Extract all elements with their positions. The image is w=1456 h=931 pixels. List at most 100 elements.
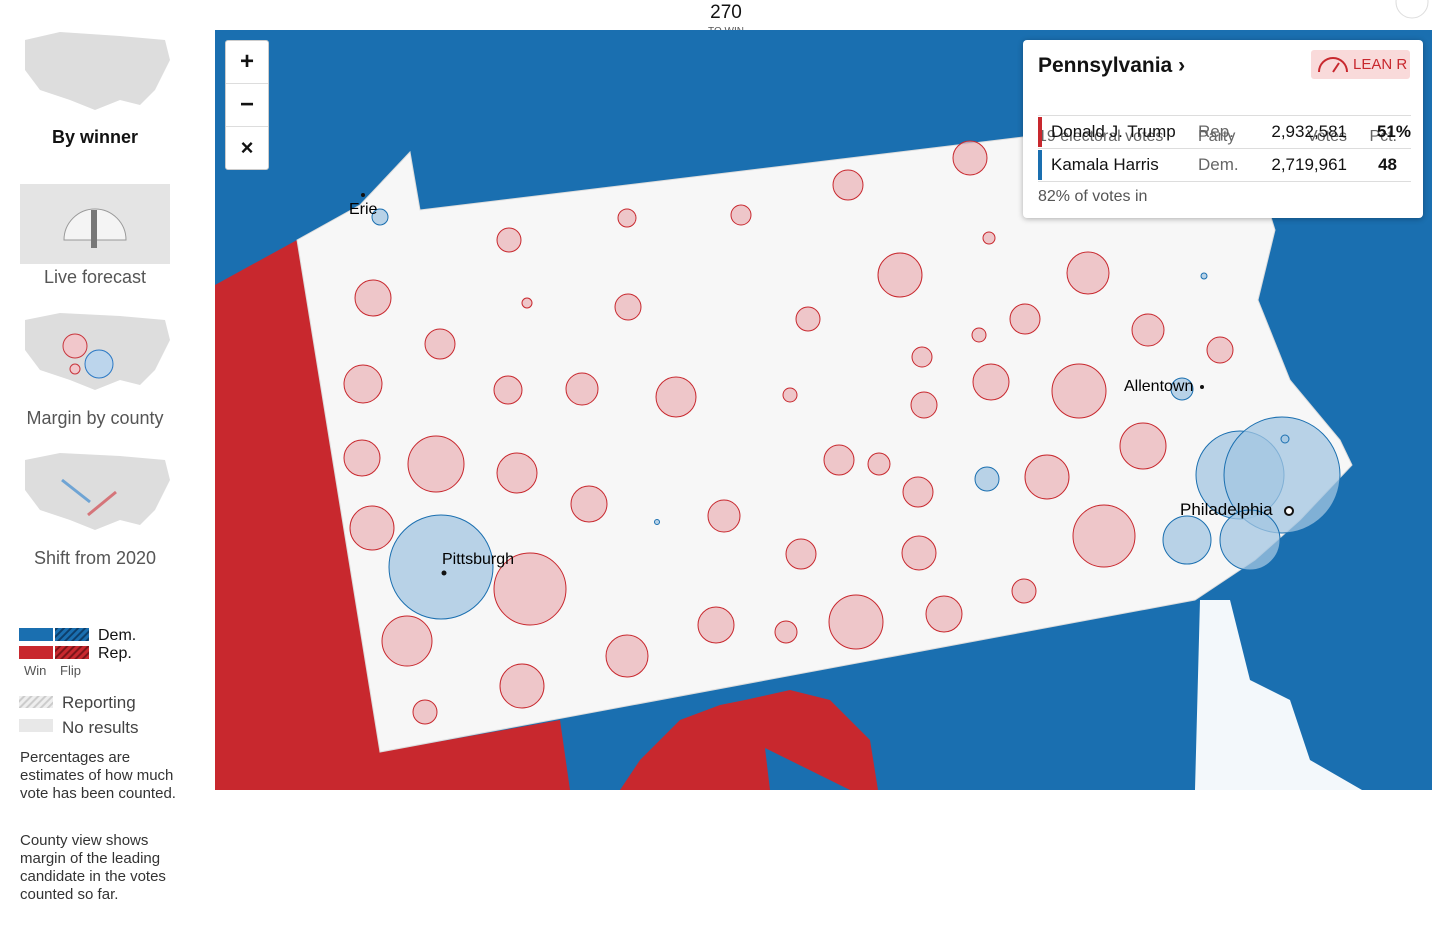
icon-circle bbox=[84, 349, 114, 379]
county-circle-rep[interactable] bbox=[730, 204, 752, 226]
county-circle-rep[interactable] bbox=[911, 346, 933, 368]
percent: 51% bbox=[1376, 122, 1411, 141]
county-circle-rep[interactable] bbox=[1206, 336, 1234, 364]
county-circle-rep[interactable] bbox=[349, 505, 395, 551]
city-dot bbox=[1284, 506, 1294, 516]
county-circle-rep[interactable] bbox=[1072, 504, 1136, 568]
county-circle-rep[interactable] bbox=[774, 620, 798, 644]
county-circle-rep[interactable] bbox=[605, 634, 649, 678]
county-circle-rep[interactable] bbox=[499, 663, 545, 709]
water bbox=[1195, 600, 1362, 790]
county-circle-rep[interactable] bbox=[1011, 578, 1037, 604]
column-header: Party bbox=[1198, 128, 1236, 145]
county-circle-rep[interactable] bbox=[343, 364, 383, 404]
county-circle-rep[interactable] bbox=[1131, 313, 1165, 347]
county-circle-rep[interactable] bbox=[424, 328, 456, 360]
county-circle-rep[interactable] bbox=[570, 485, 608, 523]
county-circle-rep[interactable] bbox=[521, 297, 533, 309]
county-circle-rep[interactable] bbox=[1119, 422, 1167, 470]
region-rep bbox=[215, 240, 570, 790]
county-circle-rep[interactable] bbox=[910, 391, 938, 419]
county-circle-rep[interactable] bbox=[877, 252, 923, 298]
view-option[interactable]: Margin by county bbox=[26, 408, 164, 428]
county-circle-rep[interactable] bbox=[354, 279, 392, 317]
rating-text: LEAN R bbox=[1353, 56, 1408, 73]
popup-title[interactable]: Pennsylvania › bbox=[1038, 54, 1186, 77]
county-circle-dem[interactable] bbox=[974, 466, 1000, 492]
county-circle-rep[interactable] bbox=[407, 435, 465, 493]
region-rep bbox=[620, 690, 878, 790]
county-circle-rep[interactable] bbox=[782, 387, 798, 403]
zoom-out[interactable]: − bbox=[226, 84, 268, 127]
county-circle-rep[interactable] bbox=[1051, 363, 1107, 419]
county-circle-dem[interactable] bbox=[1223, 416, 1341, 534]
county-circle-rep[interactable] bbox=[902, 476, 934, 508]
county-circle-rep[interactable] bbox=[795, 306, 821, 332]
icon-map bbox=[25, 32, 170, 110]
legend-label: Rep. bbox=[98, 645, 132, 662]
icon-arrow bbox=[61, 478, 91, 504]
zoom-in[interactable]: + bbox=[226, 41, 268, 84]
legend-swatch bbox=[19, 719, 53, 732]
county-circle-rep[interactable] bbox=[867, 452, 891, 476]
swatch bbox=[19, 646, 53, 659]
view-option[interactable]: By winner bbox=[51, 127, 139, 147]
county-circle-rep[interactable] bbox=[901, 535, 937, 571]
county-circle-rep[interactable] bbox=[972, 363, 1010, 401]
county-circle-rep[interactable] bbox=[381, 615, 433, 667]
county-circle-dem[interactable] bbox=[388, 514, 494, 620]
county-circle-dem[interactable] bbox=[1219, 509, 1281, 571]
county-circle-rep[interactable] bbox=[982, 231, 996, 245]
view-option[interactable]: Shift from 2020 bbox=[33, 548, 157, 568]
column-header: 19 electoral votes bbox=[1038, 128, 1164, 145]
sidebar-icons bbox=[20, 32, 170, 530]
state-popup: Pennsylvania › LEAN R 19 electoral votes… bbox=[1023, 40, 1423, 218]
icon-needle bbox=[91, 210, 97, 248]
county-circle-rep[interactable] bbox=[832, 169, 864, 201]
county-circle-rep[interactable] bbox=[655, 376, 697, 418]
candidate-name: Donald J. Trump bbox=[1051, 122, 1176, 141]
view-option[interactable]: Live forecast bbox=[43, 267, 147, 287]
county-circle-rep[interactable] bbox=[343, 439, 381, 477]
county-circle-rep[interactable] bbox=[614, 293, 642, 321]
county-circle-rep[interactable] bbox=[617, 208, 637, 228]
county-circle-rep[interactable] bbox=[493, 375, 523, 405]
candidate-name: Kamala Harris bbox=[1051, 155, 1159, 174]
zoom-reset[interactable]: × bbox=[240, 135, 254, 160]
city-label: Erie bbox=[349, 201, 378, 218]
county-circle-rep[interactable] bbox=[925, 595, 963, 633]
target-count: 270 bbox=[710, 2, 742, 23]
swatch bbox=[55, 628, 89, 641]
county-circle-dem[interactable] bbox=[1200, 272, 1208, 280]
county-circle-rep[interactable] bbox=[565, 372, 599, 406]
county-circle-dem[interactable] bbox=[1170, 377, 1194, 401]
divider bbox=[1038, 148, 1411, 149]
county-circle-rep[interactable] bbox=[952, 140, 988, 176]
county-circle-rep[interactable] bbox=[828, 594, 884, 650]
swatch bbox=[55, 646, 89, 659]
legend-label: No results bbox=[62, 718, 139, 737]
county-circle-rep[interactable] bbox=[496, 227, 522, 253]
county-circle-rep[interactable] bbox=[496, 452, 538, 494]
county-circle-rep[interactable] bbox=[1024, 454, 1070, 500]
county-circle-rep[interactable] bbox=[1066, 251, 1110, 295]
county-circle-rep[interactable] bbox=[493, 552, 567, 626]
county-circle-dem[interactable] bbox=[1280, 434, 1290, 444]
county-circle-rep[interactable] bbox=[707, 499, 741, 533]
county-circle-dem[interactable] bbox=[1162, 515, 1212, 565]
county-circle-rep[interactable] bbox=[697, 606, 735, 644]
county-circle-rep[interactable] bbox=[412, 699, 438, 725]
county-circle-dem[interactable] bbox=[654, 519, 660, 525]
county-circle-dem[interactable] bbox=[371, 208, 389, 226]
county-circles bbox=[343, 140, 1341, 725]
county-circle-rep[interactable] bbox=[785, 538, 817, 570]
legend-label: Dem. bbox=[98, 627, 137, 644]
note: County view shows margin of the leading … bbox=[20, 832, 166, 903]
county-circle-rep[interactable] bbox=[971, 327, 987, 343]
city-label: Pittsburgh bbox=[442, 551, 514, 568]
notification-button[interactable] bbox=[1395, 0, 1429, 19]
county-circle-rep[interactable] bbox=[823, 444, 855, 476]
county-circle-rep[interactable] bbox=[1009, 303, 1041, 335]
rating-icon bbox=[1318, 57, 1348, 73]
